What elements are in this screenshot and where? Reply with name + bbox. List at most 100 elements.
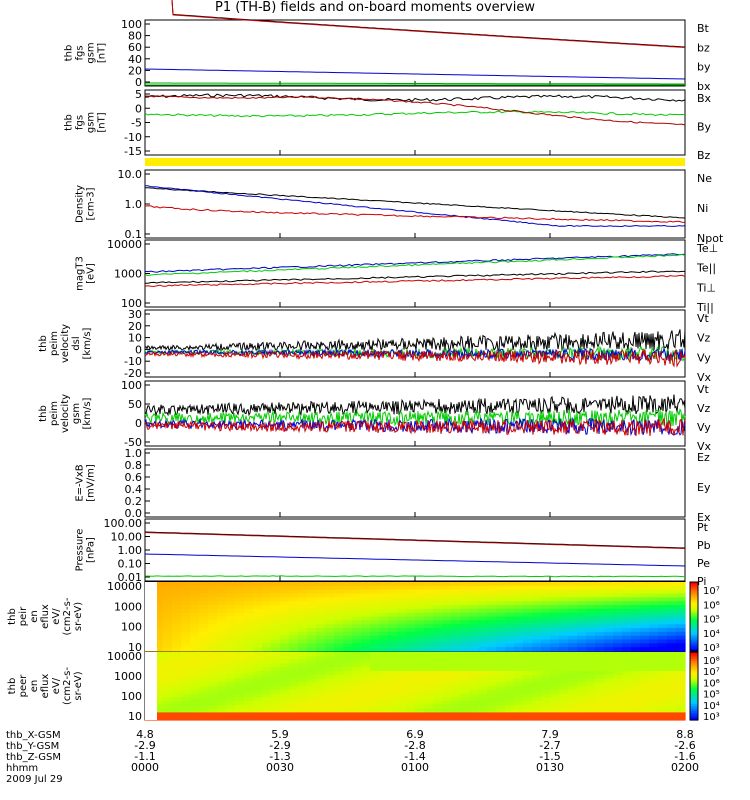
peer-spectrogram-cell xyxy=(316,708,326,714)
peer-spectrogram-cell xyxy=(649,697,659,702)
peer-spectrogram-cell xyxy=(658,652,668,657)
peir-spectrogram-cell xyxy=(244,643,254,648)
peir-spectrogram-cell xyxy=(352,601,362,606)
peer-spectrogram-cell xyxy=(226,716,236,721)
peir-spectrogram-cell xyxy=(541,639,551,644)
peir-spectrogram-cell xyxy=(505,601,515,606)
peir-spectrogram-cell xyxy=(523,608,533,614)
peer-spectrogram-cell xyxy=(307,659,317,664)
peer-spectrogram-cell xyxy=(217,697,227,702)
peer-spectrogram-cell xyxy=(649,701,659,706)
peer-spectrogram-cell xyxy=(487,716,497,721)
peir-spectrogram-cell xyxy=(523,631,533,637)
peir-spectrogram-cell xyxy=(262,582,272,587)
peer-spectrogram-cell xyxy=(415,682,425,687)
peir-spectrogram-cell xyxy=(199,582,209,587)
peir-spectrogram-cell xyxy=(676,593,686,598)
peir-spectrogram-cell xyxy=(217,601,227,606)
peir-spectrogram-cell xyxy=(325,612,335,618)
ylabel-velocity_gsm-1: peim xyxy=(49,401,60,426)
peir-spectrogram-cell xyxy=(379,585,389,591)
peer-spectrogram-cell xyxy=(595,678,605,683)
peir-spectrogram-cell xyxy=(379,597,389,602)
peir-spectrogram-cell xyxy=(604,593,614,598)
peir-spectrogram-cell xyxy=(253,643,263,648)
colorbar-tick-9-4: 10⁴ xyxy=(703,701,720,712)
ytick-efield-3: 0.4 xyxy=(125,483,143,496)
peer-spectrogram-cell xyxy=(244,701,254,706)
colorbar-9-cell xyxy=(690,706,698,710)
peer-spectrogram-cell xyxy=(325,674,335,680)
peer-spectrogram-cell xyxy=(496,678,506,683)
peir-spectrogram-cell xyxy=(532,635,542,641)
peer-spectrogram-cell xyxy=(181,693,191,698)
peer-spectrogram-cell xyxy=(343,693,353,698)
peir-spectrogram-cell xyxy=(298,585,308,591)
peir-spectrogram-cell xyxy=(199,620,209,625)
peir-spectrogram-cell xyxy=(442,597,452,602)
ytick-velocity_dsl-5: -20 xyxy=(124,367,142,380)
peir-spectrogram-cell xyxy=(343,643,353,648)
peer-spectrogram-cell xyxy=(217,712,227,717)
xtick-z-3: -1.5 xyxy=(539,750,560,763)
peer-spectrogram-cell xyxy=(442,663,452,668)
peir-spectrogram-cell xyxy=(271,631,281,637)
peer-spectrogram-cell xyxy=(289,686,299,691)
peir-spectrogram-cell xyxy=(640,628,650,633)
peir-spectrogram-cell xyxy=(406,589,416,595)
ylabel-velocity_gsm-3: gsm xyxy=(71,403,82,424)
peer-spectrogram-cell xyxy=(604,708,614,714)
peer-spectrogram-cell xyxy=(631,682,641,687)
peer-spectrogram-cell xyxy=(163,682,173,687)
peer-spectrogram-cell xyxy=(667,655,677,661)
peir-spectrogram-cell xyxy=(262,643,272,648)
peir-spectrogram-cell xyxy=(352,612,362,618)
peir-spectrogram-cell xyxy=(424,593,434,598)
peer-spectrogram-cell xyxy=(550,689,560,695)
colorbar-9-cell xyxy=(690,713,698,717)
peer-spectrogram-cell xyxy=(469,663,479,668)
peer-spectrogram-cell xyxy=(568,701,578,706)
peir-spectrogram-cell xyxy=(361,608,371,614)
peir-spectrogram-cell xyxy=(388,585,398,591)
peir-spectrogram-cell xyxy=(154,620,164,625)
peir-spectrogram-cell xyxy=(649,601,659,606)
peer-spectrogram-cell xyxy=(559,652,569,657)
peer-spectrogram-cell xyxy=(469,659,479,664)
peer-spectrogram-cell xyxy=(298,686,308,691)
peer-spectrogram-cell xyxy=(649,652,659,657)
peer-spectrogram-cell xyxy=(442,670,452,676)
peer-spectrogram-cell xyxy=(469,689,479,695)
peir-spectrogram-cell xyxy=(199,589,209,595)
peer-spectrogram-cell xyxy=(361,708,371,714)
peer-spectrogram-cell xyxy=(325,678,335,683)
peer-spectrogram-cell xyxy=(208,674,218,680)
colorbar-9-cell xyxy=(690,672,698,676)
colorbar-9-cell xyxy=(690,667,698,671)
peir-spectrogram-cell xyxy=(568,616,578,621)
peir-spectrogram-cell xyxy=(172,643,182,648)
ylabel-temperature-0: magT3 xyxy=(75,256,86,291)
colorbar-8-cell xyxy=(690,611,698,615)
ylabel-temperature-1: [eV] xyxy=(86,263,97,284)
peer-spectrogram-cell xyxy=(424,712,434,717)
peir-spectrogram-cell xyxy=(640,585,650,591)
peer-spectrogram-cell xyxy=(514,689,524,695)
peer-spectrogram-cell xyxy=(460,655,470,661)
peir-spectrogram-cell xyxy=(379,643,389,648)
peer-spectrogram-cell xyxy=(199,682,209,687)
peir-spectrogram-cell xyxy=(559,601,569,606)
peer-spectrogram-cell xyxy=(433,682,443,687)
peer-spectrogram-cell xyxy=(298,704,308,710)
ylabel-fgs_gsm-1: fgs xyxy=(75,45,86,60)
peer-spectrogram-cell xyxy=(523,686,533,691)
peer-spectrogram-cell xyxy=(307,689,317,695)
peir-spectrogram-cell xyxy=(271,620,281,625)
peir-spectrogram-cell xyxy=(316,628,326,633)
peir-spectrogram-cell xyxy=(550,635,560,641)
peir-spectrogram-cell xyxy=(190,582,200,587)
peir-spectrogram-cell xyxy=(190,639,200,644)
peir-spectrogram-cell xyxy=(190,616,200,621)
peir-spectrogram-cell xyxy=(622,620,632,625)
